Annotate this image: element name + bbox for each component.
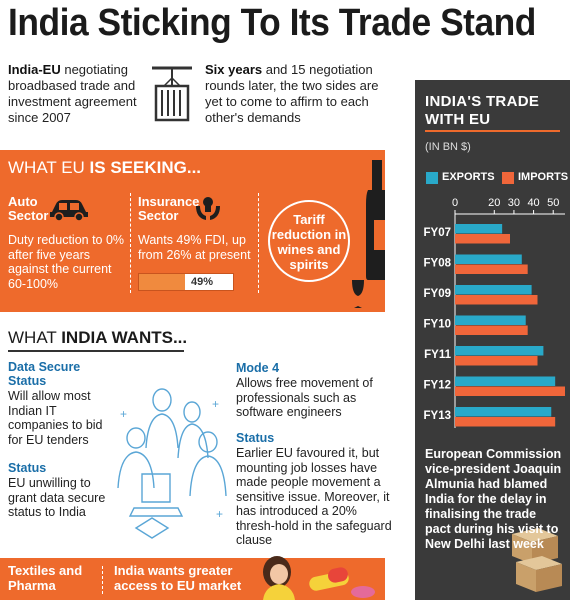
legend-imports-swatch [502, 172, 514, 184]
fdi-progress-bar: 49% [138, 273, 234, 291]
category-label: FY08 [424, 258, 452, 270]
svg-text:+: + [120, 407, 127, 421]
svg-text:+: + [216, 507, 223, 521]
exports-bar [455, 346, 544, 356]
divider [258, 193, 259, 293]
chart-unit: (IN BN $) [425, 141, 471, 153]
exports-bar [455, 376, 556, 386]
exports-bar [455, 315, 526, 325]
auto-sector-text: Duty reduction to 0% after five years ag… [8, 233, 125, 291]
fdi-progress-label: 49% [191, 276, 214, 288]
imports-bar [455, 234, 510, 244]
market-access-text: India wants greater access to EU market [114, 563, 242, 593]
exports-bar [455, 224, 503, 234]
chart-title-underline [425, 130, 560, 132]
india-heading-light: WHAT [8, 328, 62, 347]
legend-exports-label: EXPORTS [442, 171, 495, 183]
car-icon [50, 200, 88, 222]
category-label: FY09 [424, 288, 452, 300]
cardboard-boxes-icon [512, 528, 562, 592]
divider [130, 193, 131, 293]
insurance-sector-label: Insurance Sector [138, 194, 200, 223]
imports-bar [455, 417, 556, 427]
intro-left: India-EU negotiating broadbased trade an… [8, 62, 158, 126]
category-label: FY10 [424, 319, 452, 331]
trade-chart-panel [415, 80, 570, 600]
category-label: FY13 [424, 410, 452, 422]
x-tick-label: 50 [547, 197, 559, 209]
chart-caption: European Commission vice-president Joaqu… [425, 447, 562, 551]
mode4-text: Allows free movement of professionals su… [236, 376, 373, 419]
mode4-heading: Mode 4 [236, 361, 280, 375]
chart-legend: EXPORTS IMPORTS [422, 170, 569, 186]
professionals-illustration: + + + [117, 388, 227, 539]
legend-exports-swatch [426, 172, 438, 184]
status-heading: Status [8, 461, 47, 475]
imports-bar [455, 295, 538, 305]
auto-sector-label: Auto Sector [8, 194, 49, 223]
exports-bar [455, 254, 522, 264]
intro-right-bold: Six years [205, 62, 263, 77]
page-title: India Sticking To Its Trade Stand [8, 2, 536, 44]
category-label: FY12 [424, 380, 452, 392]
eu-seeking-heading: WHAT EU IS SEEKING... [8, 158, 201, 178]
exports-bar [455, 407, 552, 417]
intro-right-text: and 15 negotiation rounds later, the two… [205, 62, 379, 125]
intro-right: Six years and 15 negotiation rounds late… [205, 62, 390, 126]
imports-bar [455, 386, 565, 396]
x-tick-label: 30 [508, 197, 520, 209]
woman-pills-illustration [263, 556, 375, 600]
fdi-progress-fill [139, 274, 186, 290]
x-tick-label: 20 [488, 197, 500, 209]
insurance-sector-text: Wants 49% FDI, up from 26% at present [138, 233, 251, 262]
intro-left-bold: India-EU [8, 62, 61, 77]
india-wants-heading: WHAT INDIA WANTS... [8, 328, 187, 348]
intro-left-text: negotiating broadbased trade and investm… [8, 62, 137, 125]
x-tick-label: 40 [527, 197, 539, 209]
svg-text:+: + [212, 397, 219, 411]
insurance-hands-icon [196, 197, 220, 220]
eu-heading-bold: IS SEEKING... [89, 158, 202, 177]
imports-bar [455, 264, 528, 274]
legend-imports-label: IMPORTS [518, 171, 569, 183]
status-text: Earlier EU favoured it, but mounting job… [236, 446, 392, 547]
divider [102, 566, 103, 594]
exports-bar [455, 285, 532, 295]
category-label: FY07 [424, 227, 452, 239]
data-secure-heading: Data Secure Status [8, 360, 81, 388]
wine-bottle-icon [352, 160, 385, 308]
imports-bar [455, 356, 538, 366]
imports-bar [455, 325, 528, 335]
data-secure-text: Will allow most Indian IT companies to b… [8, 389, 103, 447]
status-heading: Status [236, 431, 275, 445]
chart-title: INDIA'S TRADE WITH EU [425, 93, 540, 128]
crane-container-icon [152, 66, 192, 122]
trade-bar-chart: 0 20 30 40 50 FY07 FY08 FY09 FY10 FY11 FY12 FY13 [424, 197, 565, 428]
tariff-circle: Tariff reduction in wines and spirits [268, 200, 350, 282]
eu-heading-light: WHAT EU [8, 158, 90, 177]
x-tick-label: 0 [452, 197, 458, 209]
india-heading-bold: INDIA WANTS... [61, 328, 188, 347]
category-label: FY11 [424, 349, 451, 361]
heading-underline [8, 350, 184, 352]
status-text: EU unwilling to grant data secure status… [8, 476, 106, 519]
textiles-pharma-label: Textiles and Pharma [8, 563, 83, 593]
